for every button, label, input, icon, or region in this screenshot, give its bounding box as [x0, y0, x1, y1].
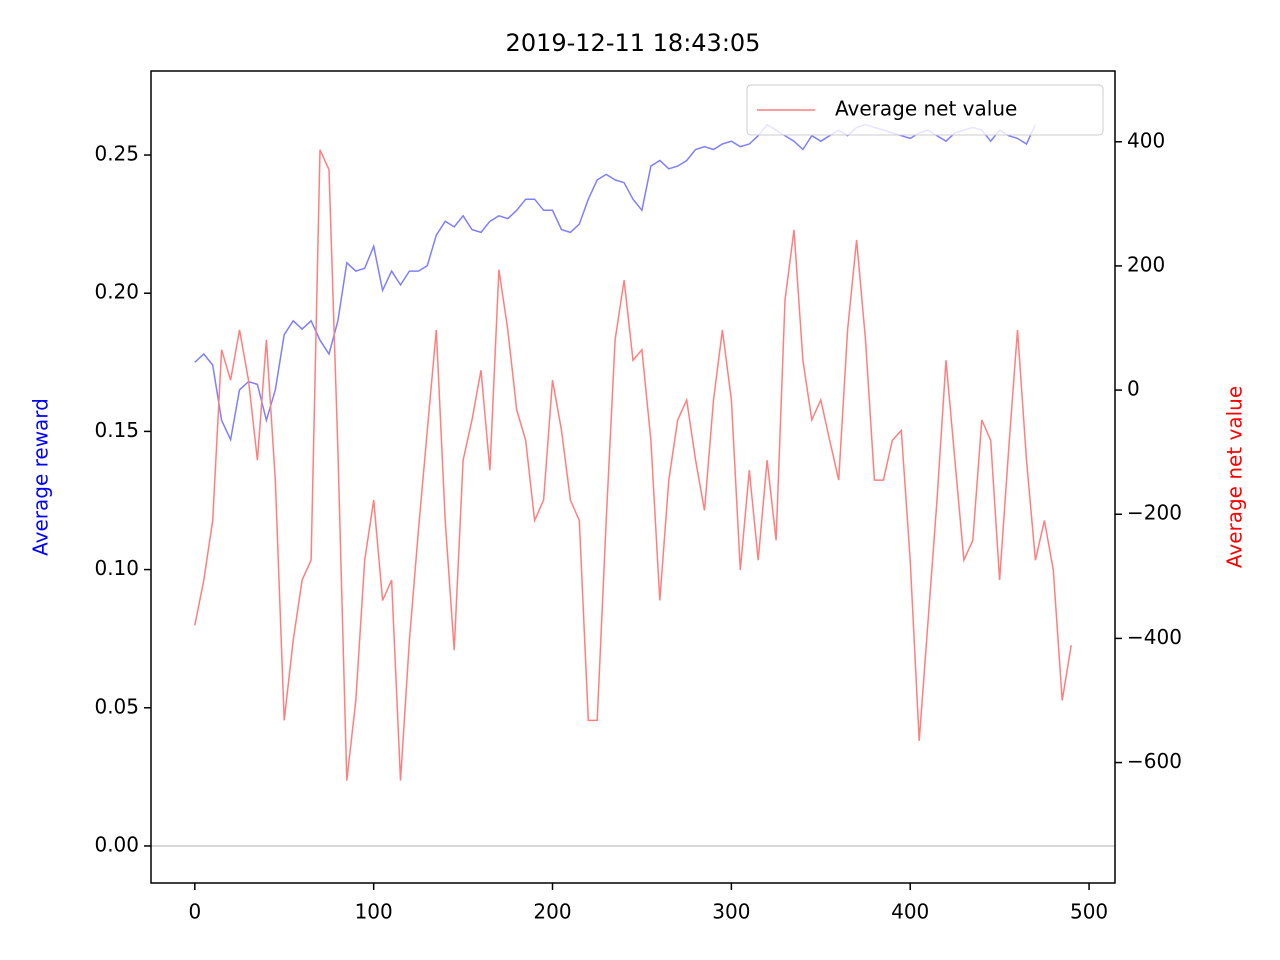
x-tick-label: 200: [533, 900, 571, 924]
y-tick-label: 0.20: [94, 280, 139, 304]
x-tick-label: 0: [188, 900, 201, 924]
y2-tick-label: −400: [1127, 625, 1182, 649]
legend-label: Average net value: [835, 97, 1017, 121]
data-line: [194, 149, 1072, 781]
y-tick-label: 0.05: [94, 694, 139, 718]
chart-title: 2019-12-11 18:43:05: [506, 29, 761, 57]
y2-tick-label: 200: [1127, 252, 1165, 276]
y2-tick-label: 0: [1127, 377, 1140, 401]
x-tick-label: 300: [712, 900, 750, 924]
y-tick-label: 0.00: [94, 832, 139, 856]
x-tick-label: 400: [891, 900, 929, 924]
data-line: [194, 123, 1037, 443]
plot-frame: [150, 70, 1116, 884]
x-tick-label: 500: [1070, 900, 1108, 924]
y-tick-label: 0.25: [94, 142, 139, 166]
y2-tick-label: −200: [1127, 501, 1182, 525]
legend: [746, 84, 1104, 136]
y-tick-label: 0.15: [94, 418, 139, 442]
y2-tick-label: 400: [1127, 128, 1165, 152]
x-tick-label: 100: [355, 900, 393, 924]
y2-tick-label: −600: [1127, 749, 1182, 773]
y-tick-label: 0.10: [94, 556, 139, 580]
y-axis-label: Average reward: [29, 398, 53, 556]
y2-axis-label: Average net value: [1223, 386, 1247, 568]
